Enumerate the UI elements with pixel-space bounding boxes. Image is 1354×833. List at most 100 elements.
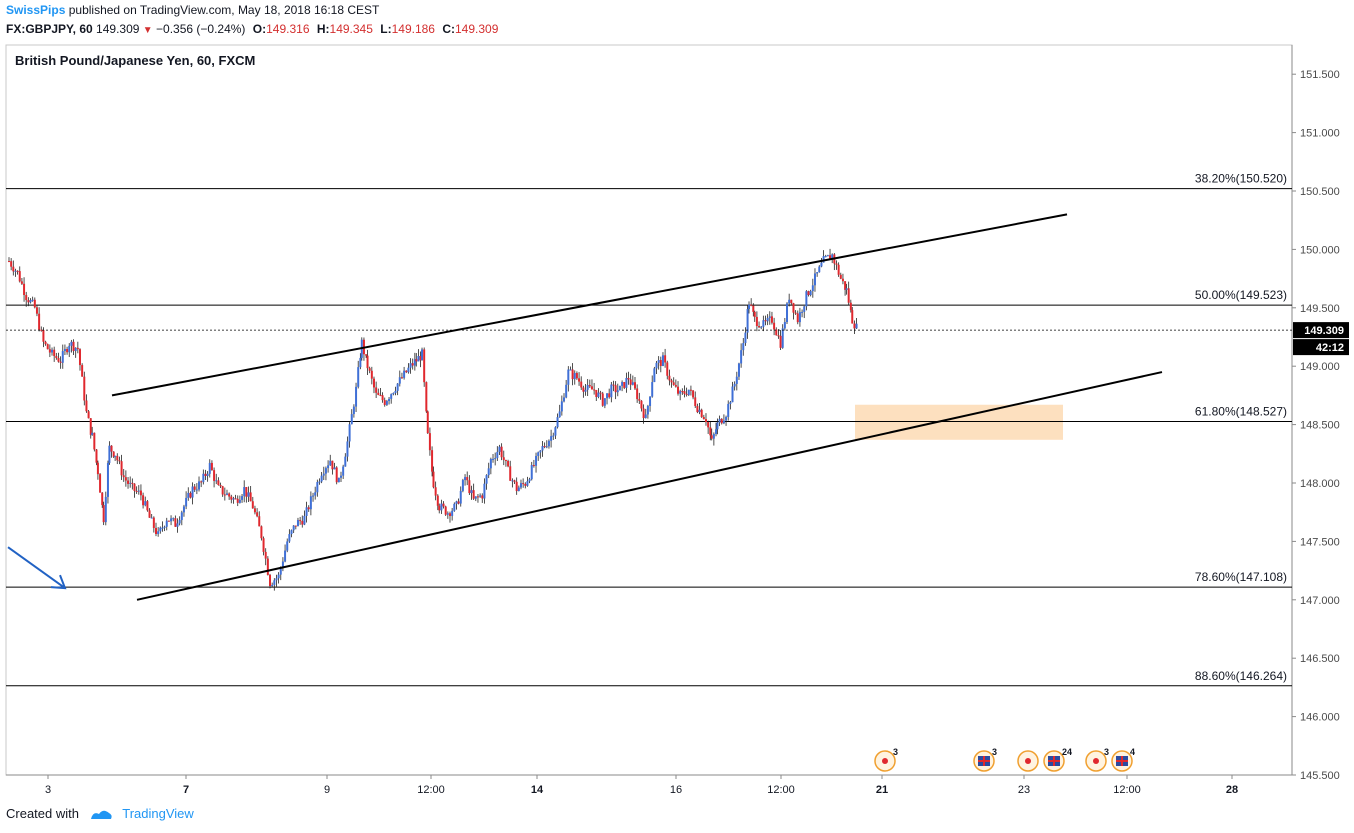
author-name[interactable]: SwissPips (6, 3, 66, 17)
candle-body (232, 498, 235, 500)
open-value: 149.316 (266, 22, 310, 36)
candle-body (824, 256, 827, 258)
candle-body (837, 264, 840, 275)
candle-body (185, 497, 188, 507)
fib-label: 78.60%(147.108) (1195, 570, 1287, 584)
candle-body (558, 411, 561, 418)
channel-upper-line[interactable] (111, 213, 1068, 397)
candle-body (104, 496, 107, 523)
candle-body (110, 445, 113, 452)
candle-body (342, 466, 345, 476)
candle-body (127, 480, 130, 484)
candle-body (281, 561, 284, 569)
candle-body (146, 501, 149, 511)
candle-body (10, 261, 13, 267)
candle-body (202, 473, 205, 483)
candle-body (666, 362, 669, 376)
price-tick-label: 145.500 (1300, 770, 1340, 782)
time-tick-label: 28 (1226, 784, 1238, 796)
candle-body (500, 446, 503, 458)
time-tick-label: 14 (531, 784, 544, 796)
candle-body (129, 482, 132, 484)
candle-body (657, 360, 660, 363)
channel-lower-line[interactable] (136, 371, 1163, 601)
candle-body (31, 299, 34, 301)
candle-body (472, 490, 475, 499)
arrow-marker[interactable] (7, 546, 66, 589)
candle-body (25, 295, 28, 301)
candle-body (359, 357, 362, 368)
candle-body (42, 330, 45, 342)
candle-body (742, 343, 745, 351)
candle-body (66, 348, 69, 353)
candle-body (46, 344, 49, 350)
candle-body (392, 392, 395, 395)
candle-body (716, 422, 719, 430)
candle-body (547, 440, 550, 447)
price-tick-label: 146.500 (1300, 653, 1340, 665)
candle-body (150, 517, 153, 519)
candle-body (388, 398, 391, 402)
candle-body (681, 391, 684, 393)
candle-body (563, 397, 566, 402)
candle-body (154, 527, 157, 534)
down-triangle-icon: ▼ (142, 25, 153, 36)
trend-channel (111, 213, 1163, 601)
candle-body (18, 271, 21, 282)
tradingview-link[interactable]: TradingView (122, 806, 194, 821)
candle-body (545, 446, 548, 448)
candle-body (269, 574, 272, 587)
candle-body (51, 349, 54, 353)
candle-body (99, 474, 102, 493)
change-value: −0.356 (−0.24%) (156, 22, 246, 36)
candle-body (504, 459, 507, 461)
candle-body (221, 486, 224, 495)
candle-body (661, 355, 664, 366)
candle-body (329, 460, 332, 466)
candle-body (550, 436, 553, 441)
candle-body (213, 470, 216, 481)
candle-body (616, 390, 619, 393)
candle-body (448, 513, 451, 516)
candle-body (78, 349, 81, 366)
candle-body (509, 466, 512, 481)
price-tick-label: 146.000 (1300, 712, 1340, 724)
candle-body (89, 418, 92, 435)
candle-body (234, 498, 237, 500)
candle-body (844, 281, 847, 290)
time-tick-label: 3 (45, 784, 51, 796)
candle-body (707, 422, 710, 428)
candle-body (646, 405, 649, 415)
candle-body (403, 370, 406, 378)
candle-body (798, 312, 801, 323)
candle-body (580, 381, 583, 388)
candle-body (820, 262, 823, 267)
candle-body (314, 492, 317, 496)
candle-body (284, 550, 287, 562)
candle-body (187, 492, 190, 498)
candle-body (368, 368, 371, 371)
candle-body (102, 505, 105, 523)
time-tick-label: 12:00 (417, 784, 445, 796)
candle-body (157, 531, 160, 534)
candle-body (309, 496, 312, 510)
candle-body (200, 481, 203, 483)
candle-body (753, 311, 756, 317)
time-tick-label: 12:00 (767, 784, 795, 796)
price-tick-label: 148.000 (1300, 478, 1340, 490)
candle-body (91, 432, 94, 435)
candle-body (853, 323, 856, 329)
candle-body (841, 278, 844, 282)
candle-body (219, 485, 222, 487)
candle-body (653, 368, 656, 383)
price-tick-label: 150.000 (1300, 244, 1340, 256)
candle-body (631, 382, 634, 385)
candle-body (644, 414, 647, 419)
candle-body (528, 479, 531, 482)
candle-body (178, 520, 181, 524)
candle-body (83, 376, 86, 401)
candle-body (438, 505, 441, 511)
high-label: H: (316, 22, 330, 36)
candle-body (253, 508, 256, 513)
